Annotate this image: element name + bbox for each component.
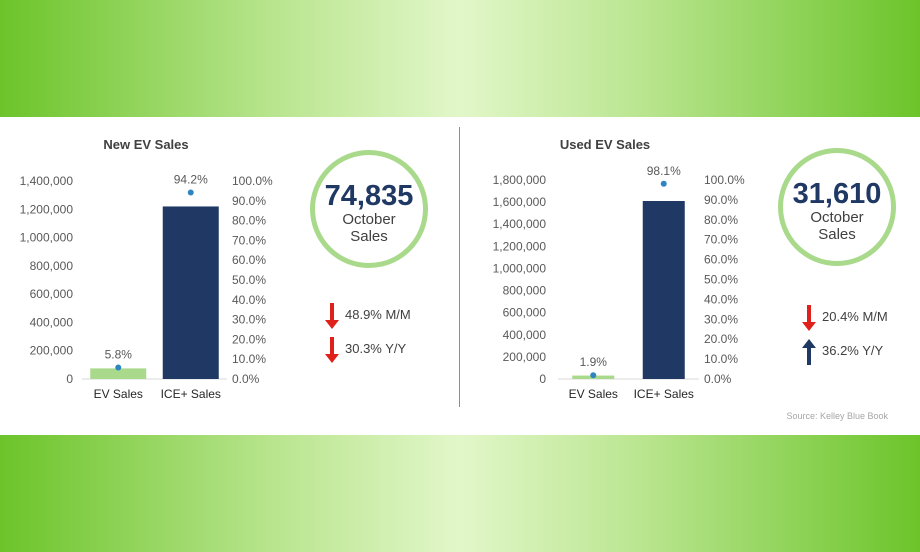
- panel-divider: [459, 127, 460, 407]
- share-marker: [115, 364, 122, 371]
- share-data-label: 5.8%: [105, 348, 133, 362]
- y2-tick-label: 30.0%: [232, 313, 266, 327]
- y-tick-label: 400,000: [503, 328, 547, 342]
- y2-tick-label: 90.0%: [704, 193, 738, 207]
- y2-tick-label: 100.0%: [704, 173, 745, 187]
- y-tick-label: 800,000: [30, 259, 74, 273]
- used-ev-total-value: 31,610: [792, 178, 882, 210]
- new-ev-yoy-change: 30.3% Y/Y: [325, 336, 407, 363]
- y-tick-label: 600,000: [503, 306, 547, 320]
- bar: [90, 368, 147, 379]
- y2-tick-label: 70.0%: [704, 233, 738, 247]
- share-data-label: 98.1%: [647, 164, 681, 178]
- chart-title: New EV Sales: [103, 137, 188, 152]
- y-tick-label: 800,000: [503, 284, 547, 298]
- y2-tick-label: 0.0%: [704, 372, 732, 386]
- y2-tick-label: 0.0%: [232, 372, 260, 386]
- y2-tick-label: 40.0%: [232, 293, 266, 307]
- new-ev-yoy-text: 30.3% Y/Y: [345, 341, 407, 356]
- y-tick-label: 1,000,000: [493, 261, 547, 275]
- used-ev-total-ring: 31,610 October Sales: [778, 148, 896, 266]
- used-ev-sales-chart: Used EV Sales 0 200,000 400,000 600,000 800,0…: [493, 137, 745, 401]
- arrow-up-icon: [802, 338, 816, 365]
- y-tick-label: 0: [66, 372, 73, 386]
- category-label: ICE+ Sales: [161, 387, 221, 401]
- share-data-label: 1.9%: [580, 355, 608, 369]
- y2-tick-label: 40.0%: [704, 292, 738, 306]
- bar: [162, 206, 219, 379]
- y2-tick-label: 60.0%: [232, 253, 266, 267]
- y-tick-label: 200,000: [503, 350, 547, 364]
- chart-title: Used EV Sales: [560, 137, 650, 152]
- used-ev-total-month: October: [810, 209, 864, 226]
- y-tick-label: 600,000: [30, 287, 74, 301]
- new-ev-total-value: 74,835: [324, 180, 414, 212]
- bottom-gradient-band: [0, 435, 920, 552]
- category-label: EV Sales: [569, 387, 618, 401]
- arrow-down-icon: [802, 304, 816, 331]
- y2-tick-label: 10.0%: [232, 352, 266, 366]
- share-marker: [187, 189, 194, 196]
- y-tick-label: 1,600,000: [493, 195, 547, 209]
- y2-tick-label: 90.0%: [232, 194, 266, 208]
- category-label: ICE+ Sales: [634, 387, 694, 401]
- arrow-down-icon: [325, 336, 339, 363]
- used-ev-total-caption: Sales: [818, 226, 856, 243]
- new-ev-total-ring: 74,835 October Sales: [310, 150, 428, 268]
- y2-tick-label: 20.0%: [704, 332, 738, 346]
- used-ev-yoy-change: 36.2% Y/Y: [802, 338, 884, 365]
- y2-tick-label: 30.0%: [704, 312, 738, 326]
- y-tick-label: 1,200,000: [20, 202, 74, 216]
- y2-tick-label: 20.0%: [232, 332, 266, 346]
- y-tick-label: 1,800,000: [493, 173, 547, 187]
- new-ev-sales-chart: New EV Sales 0 200,000 400,000 600,000 800,00…: [20, 137, 273, 401]
- new-ev-mom-change: 48.9% M/M: [325, 302, 411, 329]
- share-marker: [590, 372, 597, 379]
- source-note: Source: Kelley Blue Book: [786, 411, 888, 421]
- ev-sales-panel: New EV Sales 0 200,000 400,000 600,000 800,00…: [0, 117, 920, 435]
- y2-tick-label: 50.0%: [232, 273, 266, 287]
- y-tick-label: 400,000: [30, 315, 74, 329]
- top-gradient-band: [0, 0, 920, 117]
- share-marker: [660, 180, 667, 187]
- category-label: EV Sales: [94, 387, 143, 401]
- y2-tick-label: 70.0%: [232, 233, 266, 247]
- y-tick-label: 1,000,000: [20, 231, 74, 245]
- used-ev-yoy-text: 36.2% Y/Y: [822, 343, 884, 358]
- y-tick-label: 1,400,000: [20, 174, 74, 188]
- y-tick-label: 200,000: [30, 344, 74, 358]
- y-tick-label: 1,400,000: [493, 217, 547, 231]
- bar: [642, 201, 685, 379]
- y2-tick-label: 80.0%: [232, 214, 266, 228]
- y-tick-label: 1,200,000: [493, 239, 547, 253]
- y2-tick-label: 80.0%: [704, 213, 738, 227]
- y2-tick-label: 10.0%: [704, 352, 738, 366]
- new-ev-mom-text: 48.9% M/M: [345, 307, 411, 322]
- used-ev-mom-change: 20.4% M/M: [802, 304, 888, 331]
- y-tick-label: 0: [539, 372, 546, 386]
- y2-tick-label: 50.0%: [704, 273, 738, 287]
- share-data-label: 94.2%: [174, 172, 208, 186]
- y2-tick-label: 100.0%: [232, 174, 273, 188]
- arrow-down-icon: [325, 302, 339, 329]
- new-ev-total-caption: Sales: [350, 228, 388, 245]
- y2-tick-label: 60.0%: [704, 253, 738, 267]
- new-ev-total-month: October: [342, 211, 396, 228]
- used-ev-mom-text: 20.4% M/M: [822, 309, 888, 324]
